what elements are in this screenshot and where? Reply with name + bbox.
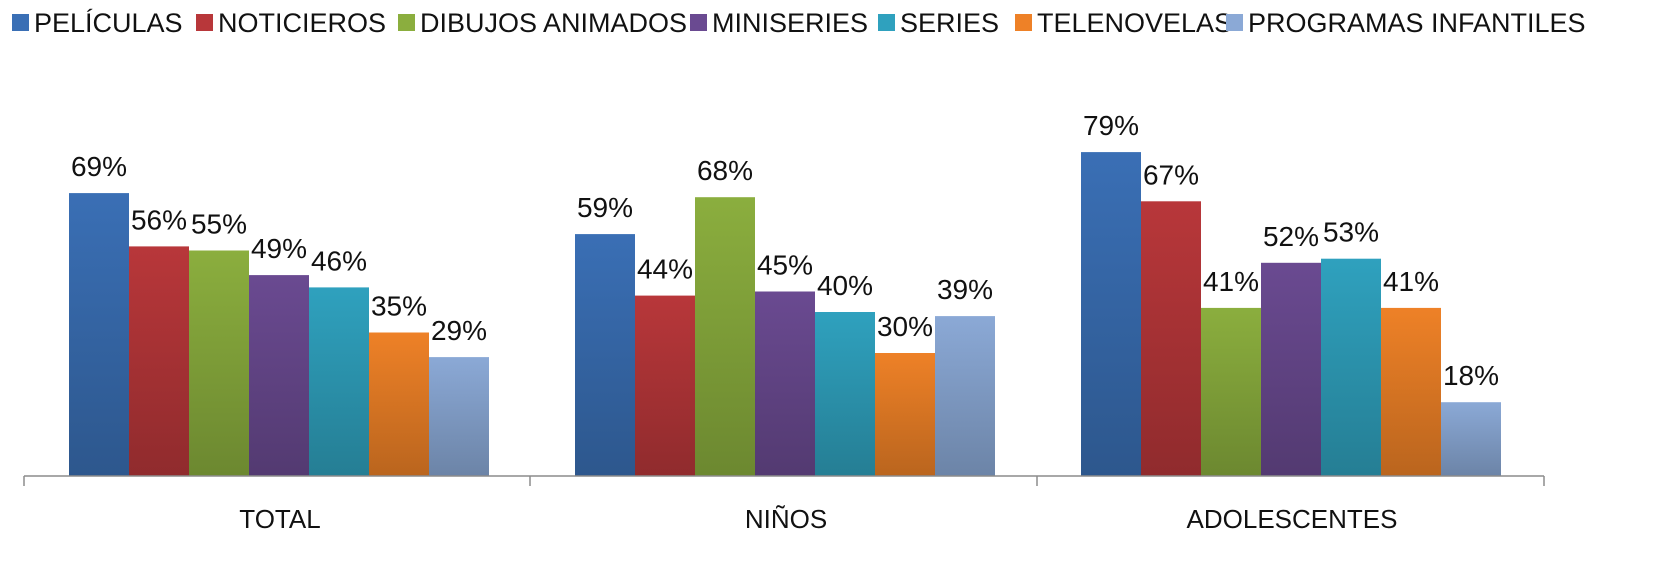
legend-swatch bbox=[12, 14, 29, 31]
data-label-total-dibujos-animados: 55% bbox=[191, 209, 247, 240]
data-label-total-peliculas: 69% bbox=[71, 151, 127, 182]
data-label-ninos-programas-infantiles: 39% bbox=[937, 274, 993, 305]
data-label-ninos-series: 40% bbox=[817, 270, 873, 301]
data-label-adolescentes-peliculas: 79% bbox=[1083, 110, 1139, 141]
bar-total-telenovelas bbox=[369, 332, 429, 476]
data-label-adolescentes-miniseries: 52% bbox=[1263, 221, 1319, 252]
bar-total-programas-infantiles bbox=[429, 357, 489, 476]
category-label-adolescentes: ADOLESCENTES bbox=[1187, 504, 1398, 534]
data-label-total-programas-infantiles: 29% bbox=[431, 315, 487, 346]
legend-swatch bbox=[196, 14, 213, 31]
data-label-total-series: 46% bbox=[311, 245, 367, 276]
bar-total-miniseries bbox=[249, 275, 309, 476]
bar-adolescentes-noticieros bbox=[1141, 201, 1201, 477]
bar-total-dibujos-animados bbox=[189, 250, 249, 476]
x-axis: TOTAL NIÑOS ADOLESCENTES bbox=[23, 475, 1545, 534]
data-label-adolescentes-telenovelas: 41% bbox=[1383, 266, 1439, 297]
bar-adolescentes-peliculas bbox=[1081, 152, 1141, 476]
data-label-ninos-telenovelas: 30% bbox=[877, 311, 933, 342]
legend-label: PROGRAMAS INFANTILES bbox=[1248, 8, 1586, 38]
legend-item-noticieros: NOTICIEROS bbox=[196, 8, 386, 38]
legend-swatch bbox=[1015, 14, 1032, 31]
data-label-adolescentes-noticieros: 67% bbox=[1143, 159, 1199, 190]
legend-label: DIBUJOS ANIMADOS bbox=[420, 8, 687, 38]
bar-adolescentes-programas-infantiles bbox=[1441, 402, 1501, 476]
legend-swatch bbox=[878, 14, 895, 31]
legend-label: NOTICIEROS bbox=[218, 8, 386, 38]
data-label-total-telenovelas: 35% bbox=[371, 291, 427, 322]
plot-area bbox=[69, 152, 1501, 477]
bar-adolescentes-dibujos-animados bbox=[1201, 307, 1261, 476]
data-labels: 69%56% 55%49% 46%35%29% 59%44% 68% 45%40%30%3… bbox=[71, 110, 1499, 391]
data-label-ninos-peliculas: 59% bbox=[577, 192, 633, 223]
category-label-total: TOTAL bbox=[239, 504, 320, 534]
bar-ninos-miniseries bbox=[755, 291, 815, 476]
data-label-ninos-dibujos-animados: 68% bbox=[697, 155, 753, 186]
bar-total-noticieros bbox=[129, 246, 189, 476]
bar-ninos-series bbox=[815, 312, 875, 476]
bar-adolescentes-series bbox=[1321, 258, 1381, 476]
legend-item-telenovelas: TELENOVELAS bbox=[1015, 8, 1232, 38]
bar-adolescentes-telenovelas bbox=[1381, 307, 1441, 476]
data-label-total-miniseries: 49% bbox=[251, 233, 307, 264]
bar-total-peliculas bbox=[69, 193, 129, 476]
chart-legend: PELÍCULAS NOTICIEROS DIBUJOS ANIMADOS MINIS… bbox=[12, 8, 1586, 38]
legend-item-dibujos-animados: DIBUJOS ANIMADOS bbox=[398, 8, 687, 38]
bar-ninos-peliculas bbox=[575, 234, 635, 476]
bar-ninos-dibujos-animados bbox=[695, 197, 755, 476]
data-label-ninos-noticieros: 44% bbox=[637, 254, 693, 285]
data-label-adolescentes-series: 53% bbox=[1323, 217, 1379, 248]
legend-swatch bbox=[690, 14, 707, 31]
legend-label: SERIES bbox=[900, 8, 999, 38]
bar-total-series bbox=[309, 287, 369, 476]
category-label-ninos: NIÑOS bbox=[745, 504, 827, 534]
legend-swatch bbox=[398, 14, 415, 31]
data-label-total-noticieros: 56% bbox=[131, 204, 187, 235]
data-label-ninos-miniseries: 45% bbox=[757, 250, 813, 281]
legend-item-programas-infantiles: PROGRAMAS INFANTILES bbox=[1226, 8, 1586, 38]
legend-label: PELÍCULAS bbox=[34, 8, 183, 38]
bar-adolescentes-miniseries bbox=[1261, 262, 1321, 476]
legend-label: TELENOVELAS bbox=[1037, 8, 1232, 38]
legend-swatch bbox=[1226, 14, 1243, 31]
bar-ninos-noticieros bbox=[635, 295, 695, 476]
legend-item-miniseries: MINISERIES bbox=[690, 8, 868, 38]
legend-label: MINISERIES bbox=[712, 8, 868, 38]
data-label-adolescentes-programas-infantiles: 18% bbox=[1443, 360, 1499, 391]
legend-item-peliculas: PELÍCULAS bbox=[12, 8, 183, 38]
data-label-adolescentes-dibujos-animados: 41% bbox=[1203, 266, 1259, 297]
bar-ninos-programas-infantiles bbox=[935, 316, 995, 476]
bar-ninos-telenovelas bbox=[875, 353, 935, 476]
legend-item-series: SERIES bbox=[878, 8, 999, 38]
